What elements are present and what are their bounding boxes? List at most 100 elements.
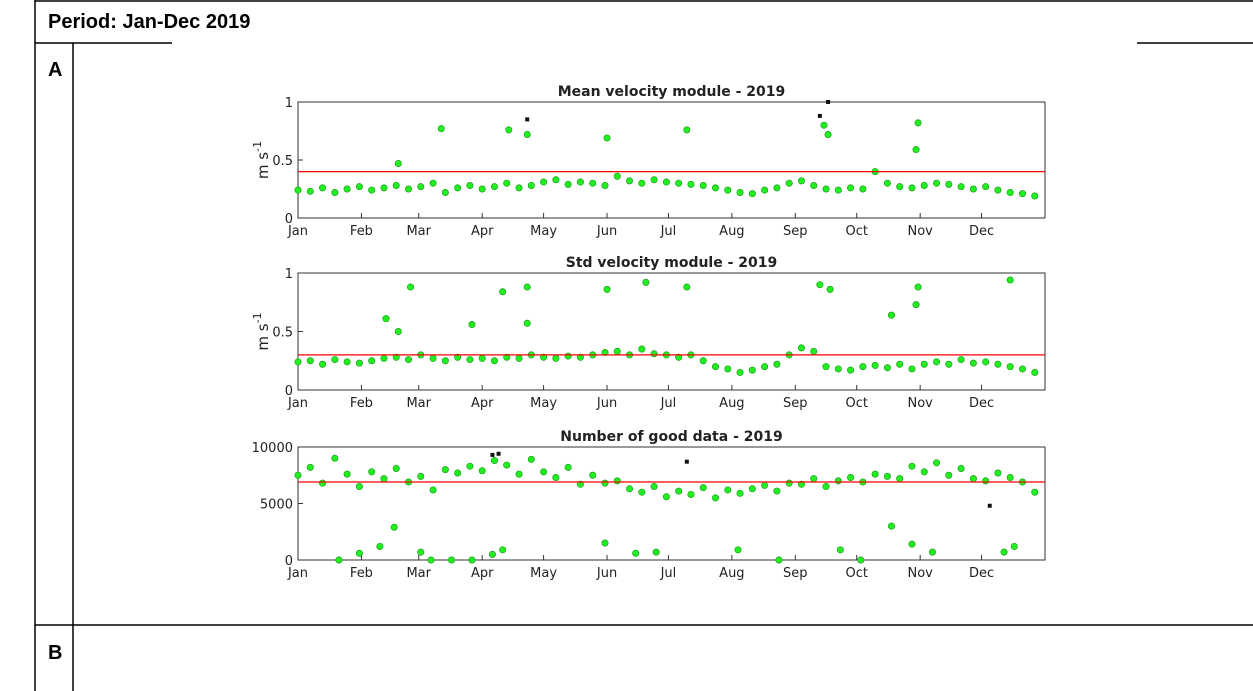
data-point: [527, 182, 535, 190]
data-point: [540, 468, 548, 476]
data-point: [871, 470, 879, 478]
data-point: [380, 354, 388, 362]
data-point: [969, 359, 977, 367]
data-point: [478, 185, 486, 193]
data-point: [834, 186, 842, 194]
y-tick-label: 5000: [260, 498, 293, 513]
x-tick-label: Apr: [471, 566, 494, 581]
y-label-sup: -1: [251, 141, 264, 152]
y-axis-label: m s-1: [251, 141, 272, 179]
data-point: [355, 183, 363, 191]
data-point: [603, 134, 611, 142]
axes-box: [297, 272, 1046, 391]
data-point: [503, 461, 511, 469]
data-point: [748, 366, 756, 374]
data-point: [908, 540, 916, 548]
data-point: [683, 283, 691, 291]
data-point: [601, 539, 609, 547]
data-point: [748, 190, 756, 198]
x-tick-label: Jun: [596, 566, 617, 581]
data-point: [675, 353, 683, 361]
data-point: [822, 185, 830, 193]
data-point: [914, 119, 922, 127]
data-point: [523, 283, 531, 291]
data-point: [490, 457, 498, 465]
data-point: [417, 183, 425, 191]
data-point: [810, 475, 818, 483]
y-axis-label: m s-1: [251, 312, 272, 350]
data-point: [441, 188, 449, 196]
data-point: [699, 182, 707, 190]
data-point: [505, 126, 513, 134]
x-tick-label: Nov: [907, 224, 933, 239]
data-point: [589, 179, 597, 187]
x-tick-label: Jun: [596, 396, 617, 411]
data-point: [294, 471, 302, 479]
data-point: [466, 356, 474, 364]
data-point: [468, 320, 476, 328]
data-point: [331, 356, 339, 364]
data-point: [652, 548, 660, 556]
x-tick-label: Jun: [596, 224, 617, 239]
x-tick-label: Jul: [660, 396, 677, 411]
data-point: [957, 356, 965, 364]
data-point: [1031, 488, 1039, 496]
data-point: [994, 469, 1002, 477]
x-tick-label: Sep: [783, 224, 808, 239]
row-label: A: [48, 59, 62, 81]
data-point: [912, 146, 920, 154]
data-point: [888, 311, 896, 319]
data-point: [914, 283, 922, 291]
y-label-base: m s: [254, 152, 272, 179]
data-point: [552, 354, 560, 362]
data-point: [376, 542, 384, 550]
data-point: [392, 353, 400, 361]
data-point: [331, 454, 339, 462]
data-point: [576, 480, 584, 488]
data-point: [437, 125, 445, 133]
data-point: [1031, 192, 1039, 200]
data-point: [797, 480, 805, 488]
data-point: [496, 451, 501, 456]
data-point: [1006, 188, 1014, 196]
data-point: [490, 357, 498, 365]
data-point: [515, 354, 523, 362]
data-point: [994, 360, 1002, 368]
y-label-sup: -1: [251, 312, 264, 323]
data-point: [601, 349, 609, 357]
data-point: [540, 178, 548, 186]
data-point: [957, 183, 965, 191]
x-tick-label: Feb: [350, 566, 373, 581]
data-point: [490, 452, 495, 457]
data-point: [1018, 365, 1026, 373]
data-point: [343, 185, 351, 193]
data-point: [847, 366, 855, 374]
data-point: [503, 179, 511, 187]
data-point: [626, 177, 634, 185]
data-point: [650, 483, 658, 491]
data-point: [912, 301, 920, 309]
data-point: [933, 179, 941, 187]
data-point: [306, 463, 314, 471]
data-point: [724, 486, 732, 494]
data-point: [773, 184, 781, 192]
x-tick-label: Jan: [287, 224, 308, 239]
data-point: [1010, 542, 1018, 550]
data-point: [712, 184, 720, 192]
data-point: [478, 467, 486, 475]
data-point: [613, 477, 621, 485]
chart-title: Std velocity module - 2019: [566, 255, 778, 271]
data-point: [642, 278, 650, 286]
data-point: [822, 363, 830, 371]
data-point: [331, 188, 339, 196]
x-tick-label: May: [530, 396, 557, 411]
data-point: [319, 184, 327, 192]
y-tick-label: 1: [285, 267, 293, 282]
x-tick-label: Apr: [471, 224, 494, 239]
data-point: [1000, 548, 1008, 556]
data-point: [527, 455, 535, 463]
data-point: [319, 360, 327, 368]
data-point: [908, 184, 916, 192]
